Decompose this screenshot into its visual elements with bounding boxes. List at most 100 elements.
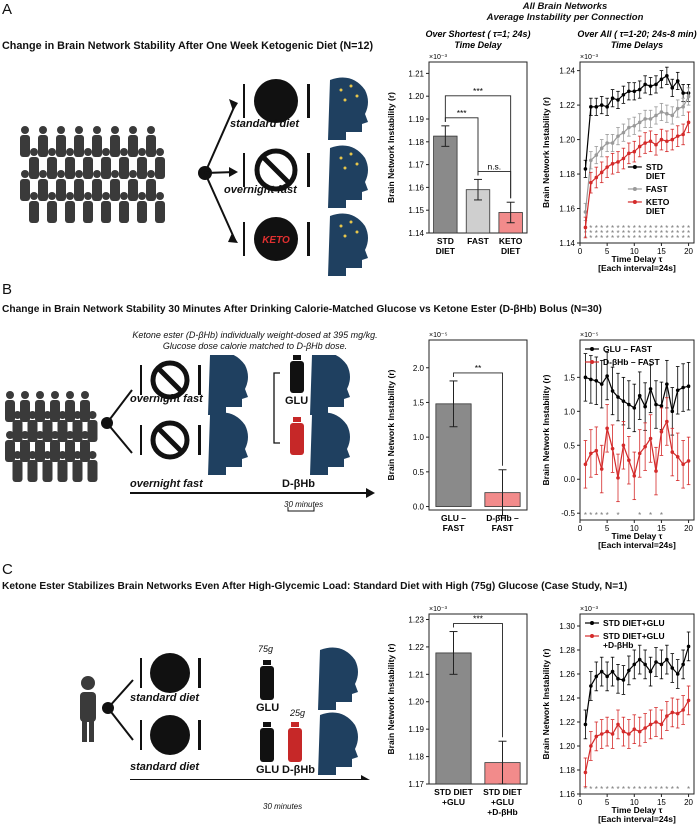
axis-exponent: ×10⁻³ xyxy=(429,54,448,61)
significance-mark: * xyxy=(654,785,657,794)
data-point xyxy=(665,714,669,718)
data-point xyxy=(659,429,664,434)
y-tick-label: 1.20 xyxy=(408,698,424,707)
person-body xyxy=(42,460,53,482)
significance-mark: * xyxy=(606,234,609,243)
significance-label: *** xyxy=(473,614,484,624)
person-body xyxy=(74,135,84,157)
significance-mark: * xyxy=(611,785,614,794)
significance-mark: * xyxy=(611,234,614,243)
data-point xyxy=(632,89,637,94)
significance-mark: * xyxy=(660,234,663,243)
data-point xyxy=(621,92,626,97)
x-tick-label: 0 xyxy=(578,247,583,256)
person-body xyxy=(119,201,129,223)
data-point xyxy=(621,399,626,403)
x-tick-label: 5 xyxy=(605,247,610,256)
significance-mark: * xyxy=(622,224,625,233)
header-line-1: All Brain Networks xyxy=(522,1,608,12)
scheme-b xyxy=(5,355,375,512)
y-tick-label: 1.23 xyxy=(408,615,424,624)
data-point xyxy=(627,151,631,156)
person-body xyxy=(92,135,102,157)
significance-mark: * xyxy=(665,785,668,794)
keto-plate-icon xyxy=(243,217,310,261)
person-body xyxy=(38,179,48,201)
person-head xyxy=(58,411,67,419)
significance-mark: * xyxy=(595,785,598,794)
chart-b-line: ×10⁻⁵ -0.5 0.0 0.5 1.0 1.5 0 5 10 15 20 Time Delay … xyxy=(541,332,695,550)
data-point xyxy=(605,426,609,431)
data-point xyxy=(665,657,669,662)
plot-frame xyxy=(428,339,528,511)
person-head xyxy=(75,170,83,178)
data-point xyxy=(659,137,664,142)
significance-mark: * xyxy=(600,229,603,238)
category-label: STD DIET xyxy=(483,787,523,797)
data-point xyxy=(632,662,637,667)
condition-label: standard diet xyxy=(130,761,200,773)
data-point xyxy=(610,141,615,145)
y-axis-label: Brain Network Instability (r) xyxy=(541,374,551,485)
data-point xyxy=(648,669,653,674)
person-body xyxy=(65,440,75,462)
y-tick-label: 0.0 xyxy=(564,475,576,484)
header-line-2: Average Instability per Connection xyxy=(486,12,644,23)
data-point xyxy=(632,474,637,478)
person-head xyxy=(66,192,74,200)
person-head xyxy=(84,192,92,200)
data-point xyxy=(627,125,631,130)
data-point xyxy=(648,722,653,727)
data-point xyxy=(659,722,664,727)
significance-mark: * xyxy=(606,511,609,520)
person-icon xyxy=(80,676,96,742)
significance-mark: * xyxy=(654,234,657,243)
panel-label-a: A xyxy=(2,1,13,18)
brain-head-icon xyxy=(328,77,368,276)
fork-knife-icon xyxy=(243,84,310,118)
significance-mark: * xyxy=(649,785,652,794)
significance-label: *** xyxy=(457,108,468,118)
x-tick-label: 15 xyxy=(657,798,666,807)
person-head xyxy=(30,192,38,200)
person-body xyxy=(5,440,15,462)
chart-a-line: Over All ( τ=1-20; 24s-8 min)Time Delays… xyxy=(541,29,697,273)
x-axis-label: [Each interval=24s] xyxy=(598,814,676,824)
y-tick-label: 1.20 xyxy=(559,742,575,751)
data-point xyxy=(594,378,599,383)
data-point xyxy=(616,98,620,102)
significance-mark: * xyxy=(584,511,587,520)
data-point xyxy=(616,476,620,480)
plate-icon xyxy=(150,653,190,693)
legend-label: STD DIET+GLU xyxy=(603,631,665,641)
significance-mark: * xyxy=(622,234,625,243)
y-tick-label: 1.30 xyxy=(559,622,575,631)
x-tick-label: 20 xyxy=(684,798,693,807)
data-point xyxy=(643,444,647,449)
data-point xyxy=(616,677,620,681)
data-point xyxy=(632,149,637,154)
person-head xyxy=(36,391,44,399)
y-tick-label: 0.5 xyxy=(564,441,576,450)
person-head xyxy=(51,391,59,399)
person-head xyxy=(21,126,29,134)
person-head xyxy=(73,451,82,459)
significance-mark: * xyxy=(616,511,619,520)
person-body xyxy=(5,400,15,422)
x-tick-label: 15 xyxy=(657,524,666,533)
significance-mark: * xyxy=(649,224,652,233)
data-point xyxy=(681,105,685,109)
person-body xyxy=(110,135,120,157)
legend-marker xyxy=(590,347,594,351)
y-tick-label: 1.16 xyxy=(408,183,424,192)
no-icon xyxy=(243,148,310,192)
data-point xyxy=(648,139,653,144)
time-label: 30 minutes xyxy=(263,802,303,811)
y-tick-label: 1.18 xyxy=(559,170,575,179)
note-line-1: Ketone ester (D-βHb) individually weight… xyxy=(132,330,378,340)
data-point xyxy=(627,668,631,673)
plate-icon xyxy=(150,715,190,755)
data-point xyxy=(594,105,599,109)
y-tick-label: 1.0 xyxy=(564,407,576,416)
plate-icon xyxy=(254,79,298,123)
